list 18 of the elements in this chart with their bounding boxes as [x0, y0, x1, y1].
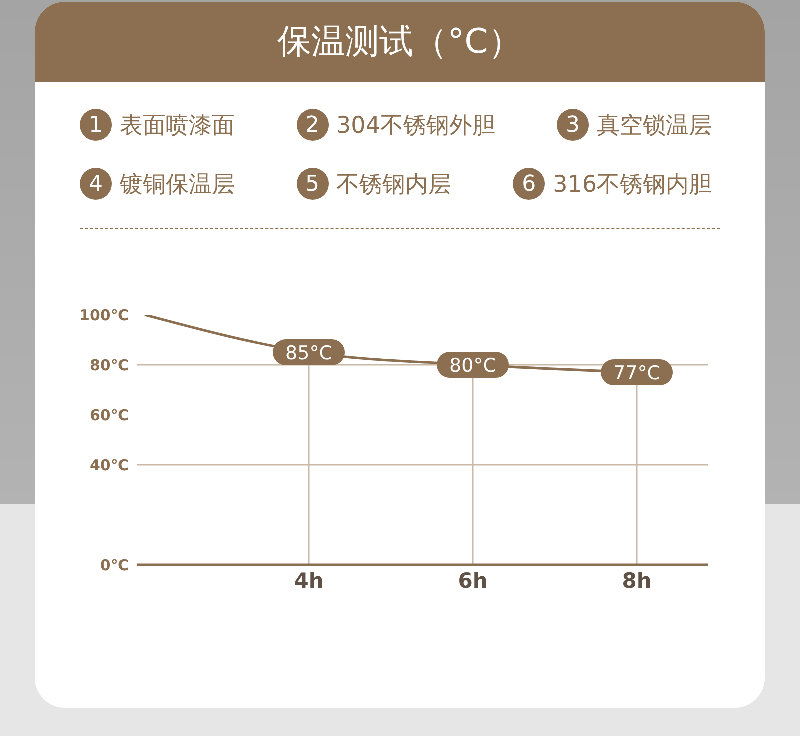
y-tick-label: 0℃ — [100, 556, 129, 574]
text: 表面喷漆面 — [120, 112, 235, 138]
y-tick-label: 40℃ — [90, 456, 129, 474]
text: 真空锁温层 — [597, 112, 712, 138]
y-tick-label: 60℃ — [90, 406, 129, 424]
x-tick-label: 8h — [622, 568, 652, 593]
y-tick-label: 80℃ — [90, 356, 129, 374]
text: 不锈钢内层 — [336, 172, 452, 198]
text: 316不锈钢内胆 — [553, 172, 712, 198]
x-tick-label: 4h — [294, 568, 324, 593]
x-tick-label: 6h — [458, 568, 488, 593]
y-tick-label: 100℃ — [80, 306, 129, 324]
chart-title: 保温测试（°C） — [278, 21, 522, 64]
data-label: 85°C — [286, 342, 332, 364]
text: 镀铜保温层 — [120, 172, 235, 198]
text: 304不锈钢外胆 — [336, 112, 496, 138]
data-label: 80°C — [450, 355, 496, 377]
data-label: 77°C — [614, 362, 660, 384]
